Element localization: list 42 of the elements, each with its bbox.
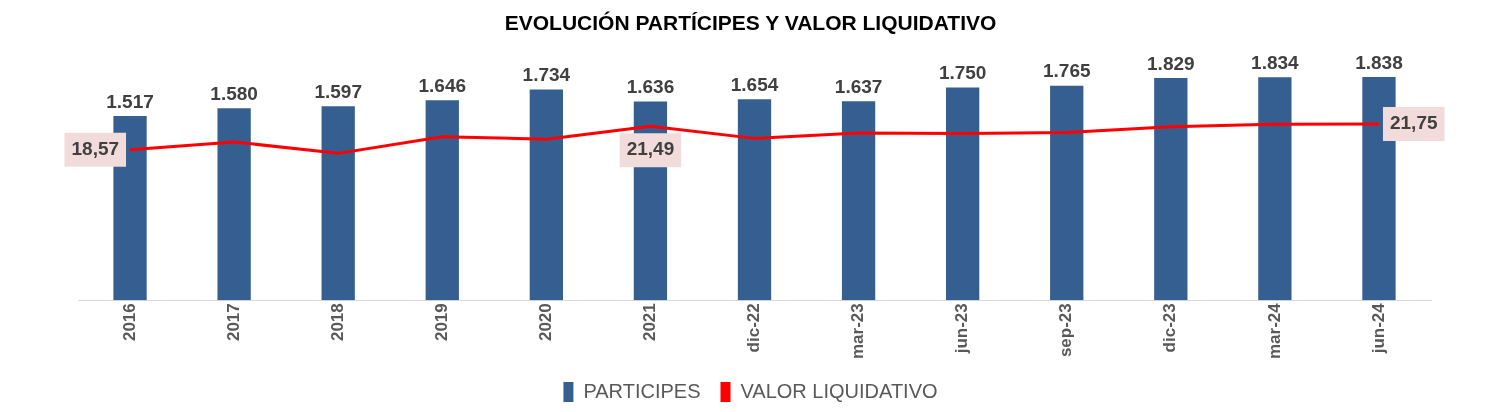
data-label: 21,49 [626, 138, 675, 160]
x-tick-label: mar-23 [848, 303, 868, 360]
data-label: 1.517 [106, 90, 154, 112]
bar [1050, 85, 1084, 301]
x-tick-label: sep-23 [1056, 303, 1076, 358]
x-tick-label: 2018 [327, 303, 347, 342]
data-label: 18,57 [71, 138, 120, 160]
bar [841, 101, 876, 301]
data-label: 1.734 [522, 64, 571, 86]
data-label: 1.750 [938, 62, 987, 84]
x-tick-label: 2017 [223, 303, 243, 342]
data-label: 1.834 [1251, 52, 1300, 74]
x-tick-label: jun-23 [952, 303, 972, 355]
x-tick-label: 2021 [640, 303, 660, 342]
x-tick-label: 2016 [119, 303, 139, 342]
chart-title: EVOLUCIÓN PARTÍCIPES Y VALOR LIQUIDATIVO [504, 11, 997, 35]
data-label: 1.829 [1147, 52, 1195, 74]
bar [529, 89, 563, 301]
bar [1258, 77, 1292, 301]
x-tick-label: dic-23 [1160, 303, 1180, 353]
data-label: 21,75 [1389, 112, 1438, 134]
data-label: 1.597 [314, 80, 362, 102]
x-tick-label: 2020 [536, 303, 556, 342]
bar [737, 99, 772, 301]
data-label: 1.765 [1042, 60, 1091, 82]
x-tick-label: mar-24 [1264, 302, 1284, 360]
data-label: 1.637 [834, 76, 883, 98]
x-tick-label: dic-22 [744, 303, 764, 353]
x-tick-label: jun-24 [1368, 302, 1388, 355]
data-label: 1.646 [418, 74, 467, 96]
data-label: 1.580 [210, 82, 258, 104]
data-label: 1.654 [730, 73, 779, 95]
legend-label: PARTICIPES [583, 379, 701, 402]
legend-label: VALOR LIQUIDATIVO [740, 379, 938, 402]
bar [946, 87, 980, 301]
data-label: 1.838 [1355, 51, 1403, 73]
bar [217, 108, 251, 301]
bar [321, 106, 355, 301]
bar [425, 100, 459, 301]
data-label: 1.636 [626, 76, 675, 98]
x-tick-label: 2019 [431, 303, 451, 342]
bar [1154, 77, 1188, 301]
